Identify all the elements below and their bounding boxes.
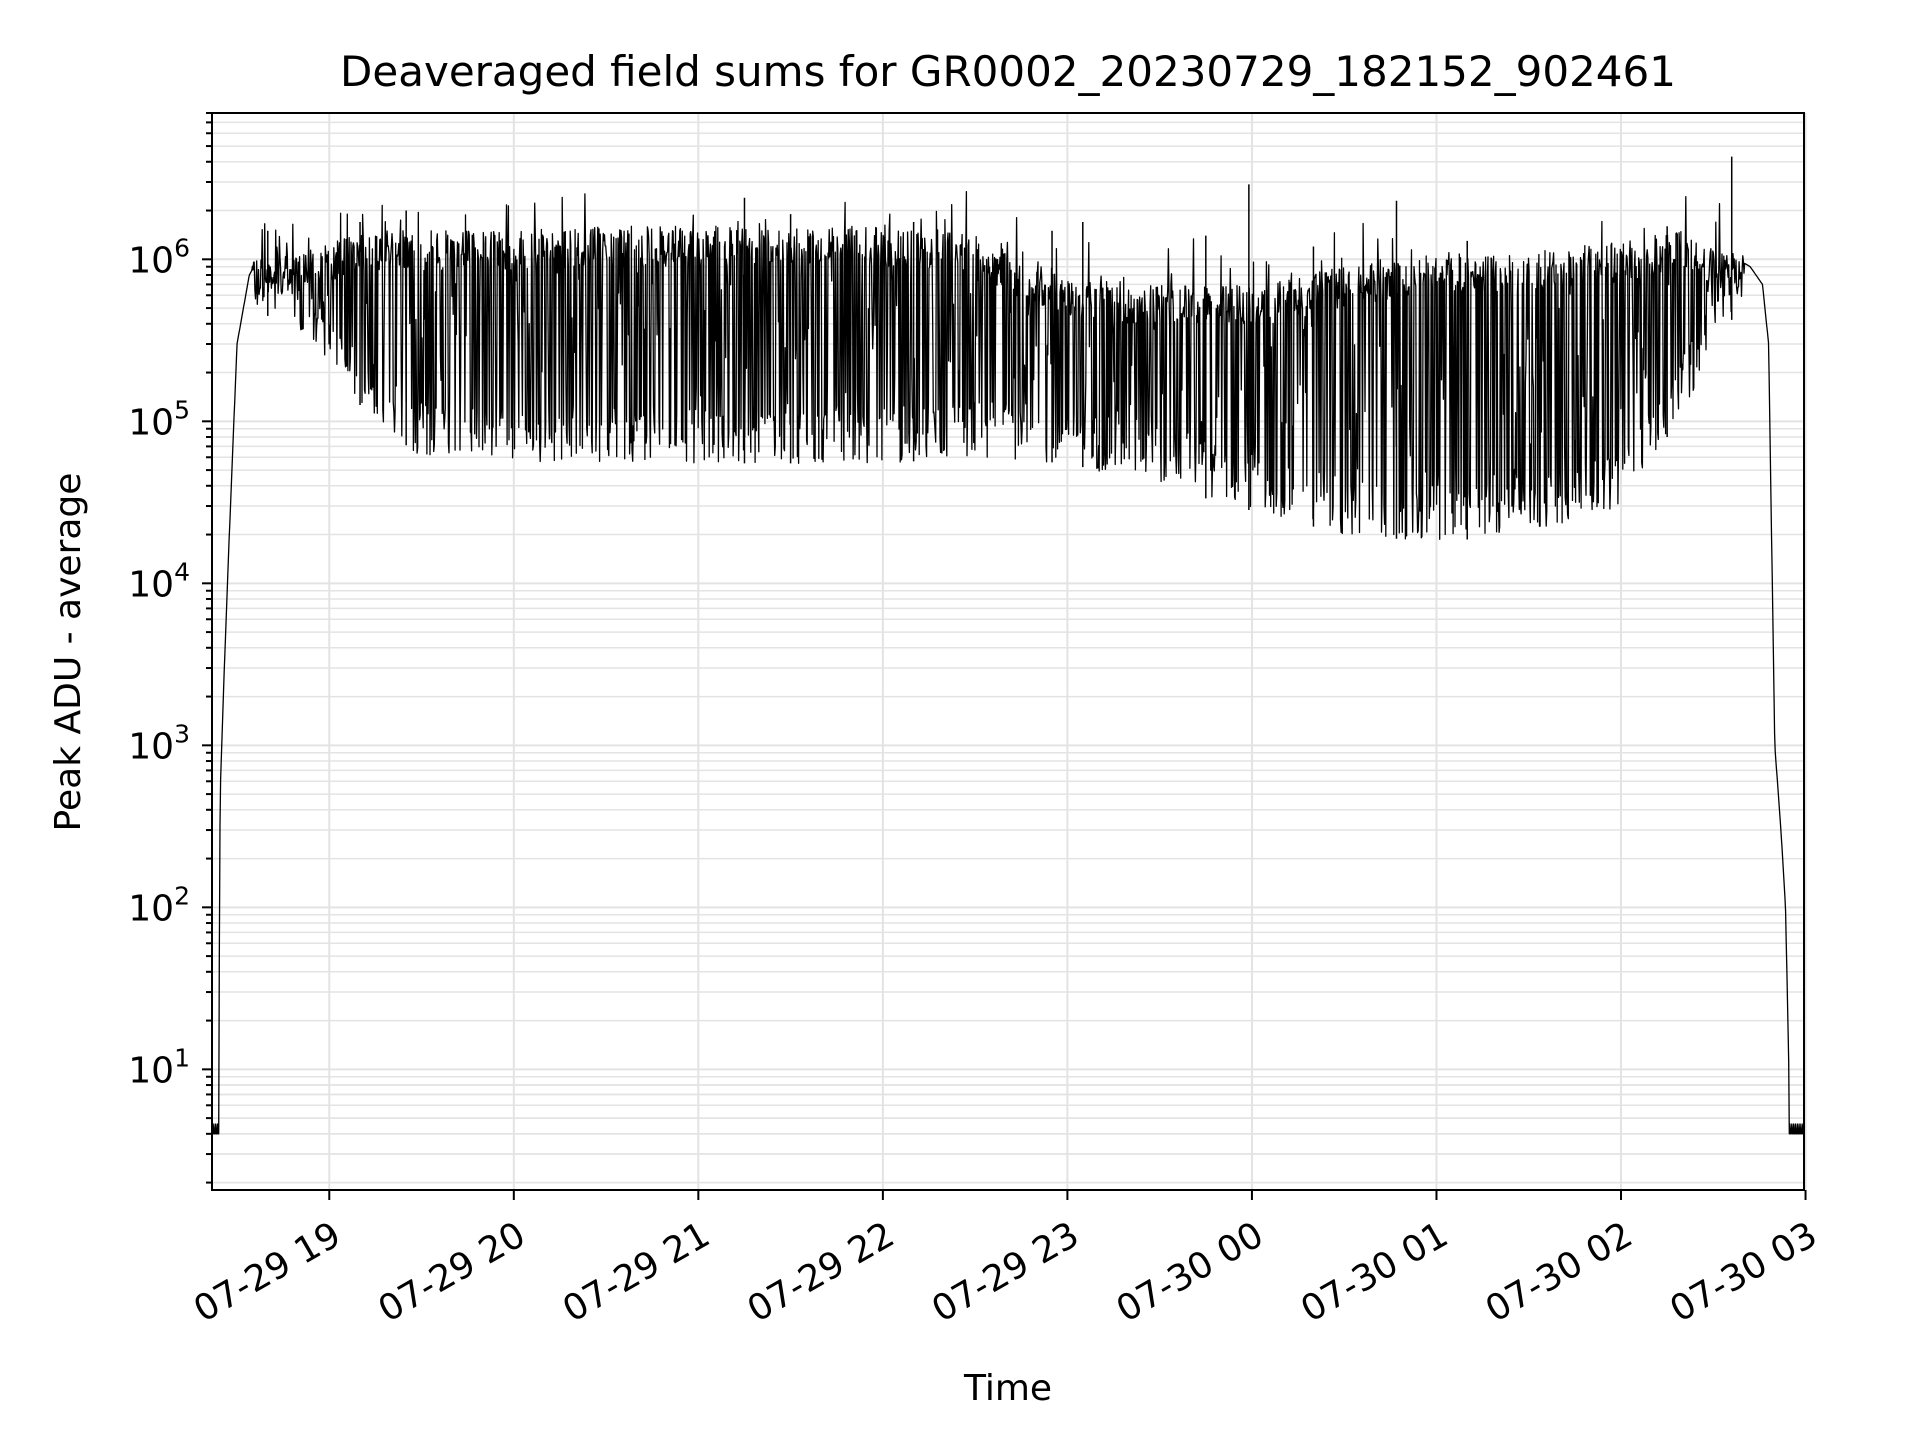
plot-frame — [211, 112, 1805, 1191]
x-tick-label: 07-29 23 — [925, 1214, 1086, 1330]
x-tick-label: 07-30 02 — [1479, 1214, 1640, 1330]
x-tick-label: 07-30 03 — [1663, 1214, 1824, 1330]
y-tick-label: 103 — [128, 719, 190, 767]
x-axis-label: Time — [963, 1368, 1052, 1409]
data-series-line — [211, 190, 1805, 1135]
y-axis-label: Peak ADU - average — [48, 473, 89, 832]
y-tick-label: 105 — [128, 395, 190, 443]
x-tick-label: 07-29 22 — [741, 1214, 902, 1330]
x-tick-label: 07-29 20 — [372, 1214, 533, 1330]
y-tick-label: 102 — [128, 881, 190, 929]
x-tick-label: 07-29 19 — [187, 1214, 348, 1330]
x-tick-label: 07-29 21 — [556, 1214, 717, 1330]
y-tick-label: 104 — [128, 557, 190, 605]
chart-title: Deaveraged field sums for GR0002_2023072… — [340, 47, 1676, 96]
x-tick-label: 07-30 01 — [1294, 1214, 1455, 1330]
series-layer — [211, 156, 1805, 1135]
y-tick-label: 101 — [128, 1043, 190, 1091]
x-tick-label: 07-30 00 — [1110, 1214, 1271, 1330]
y-tick-label: 106 — [128, 233, 190, 281]
